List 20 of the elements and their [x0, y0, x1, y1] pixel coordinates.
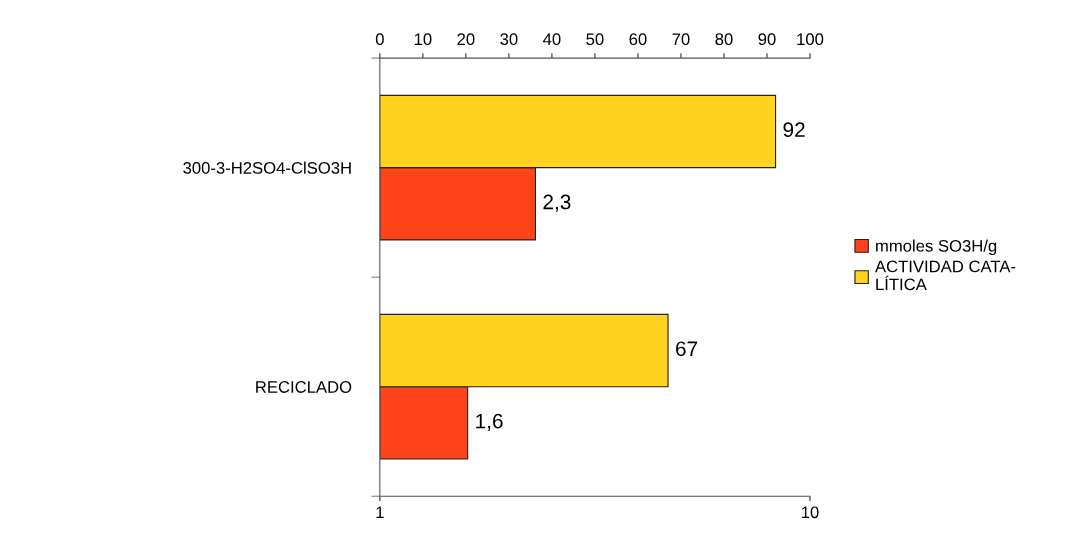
x2-tick-label: 10 — [414, 33, 432, 46]
x2-tick-label: 20 — [457, 33, 475, 46]
x2-tick-label: 30 — [500, 33, 518, 46]
x2-tick-label: 100 — [797, 33, 824, 46]
data-label: 67 — [676, 341, 698, 357]
y-tick-label: RECICLADO — [256, 381, 352, 393]
y-tick-label: 300-3-H2SO4-ClSO3H — [183, 161, 351, 174]
x2-tick-label: 60 — [629, 33, 647, 46]
x2-tick-label: 0 — [375, 33, 384, 46]
x2-tick-label: 90 — [758, 33, 776, 46]
legend-label: ACTIVIDAD CATA- LÍTICA — [874, 260, 1016, 291]
x2-tick-label: 80 — [715, 33, 733, 46]
x2-tick-label: 50 — [586, 33, 604, 46]
data-label: 1,6 — [476, 413, 503, 431]
x2-tick-label: 70 — [672, 33, 690, 46]
x-tick-label: 1 — [376, 506, 384, 519]
data-label: 92 — [783, 122, 805, 138]
data-label: 2,3 — [543, 194, 571, 212]
legend-label: mmoles SO3H/g — [876, 239, 997, 256]
x2-tick-label: 40 — [543, 33, 561, 46]
